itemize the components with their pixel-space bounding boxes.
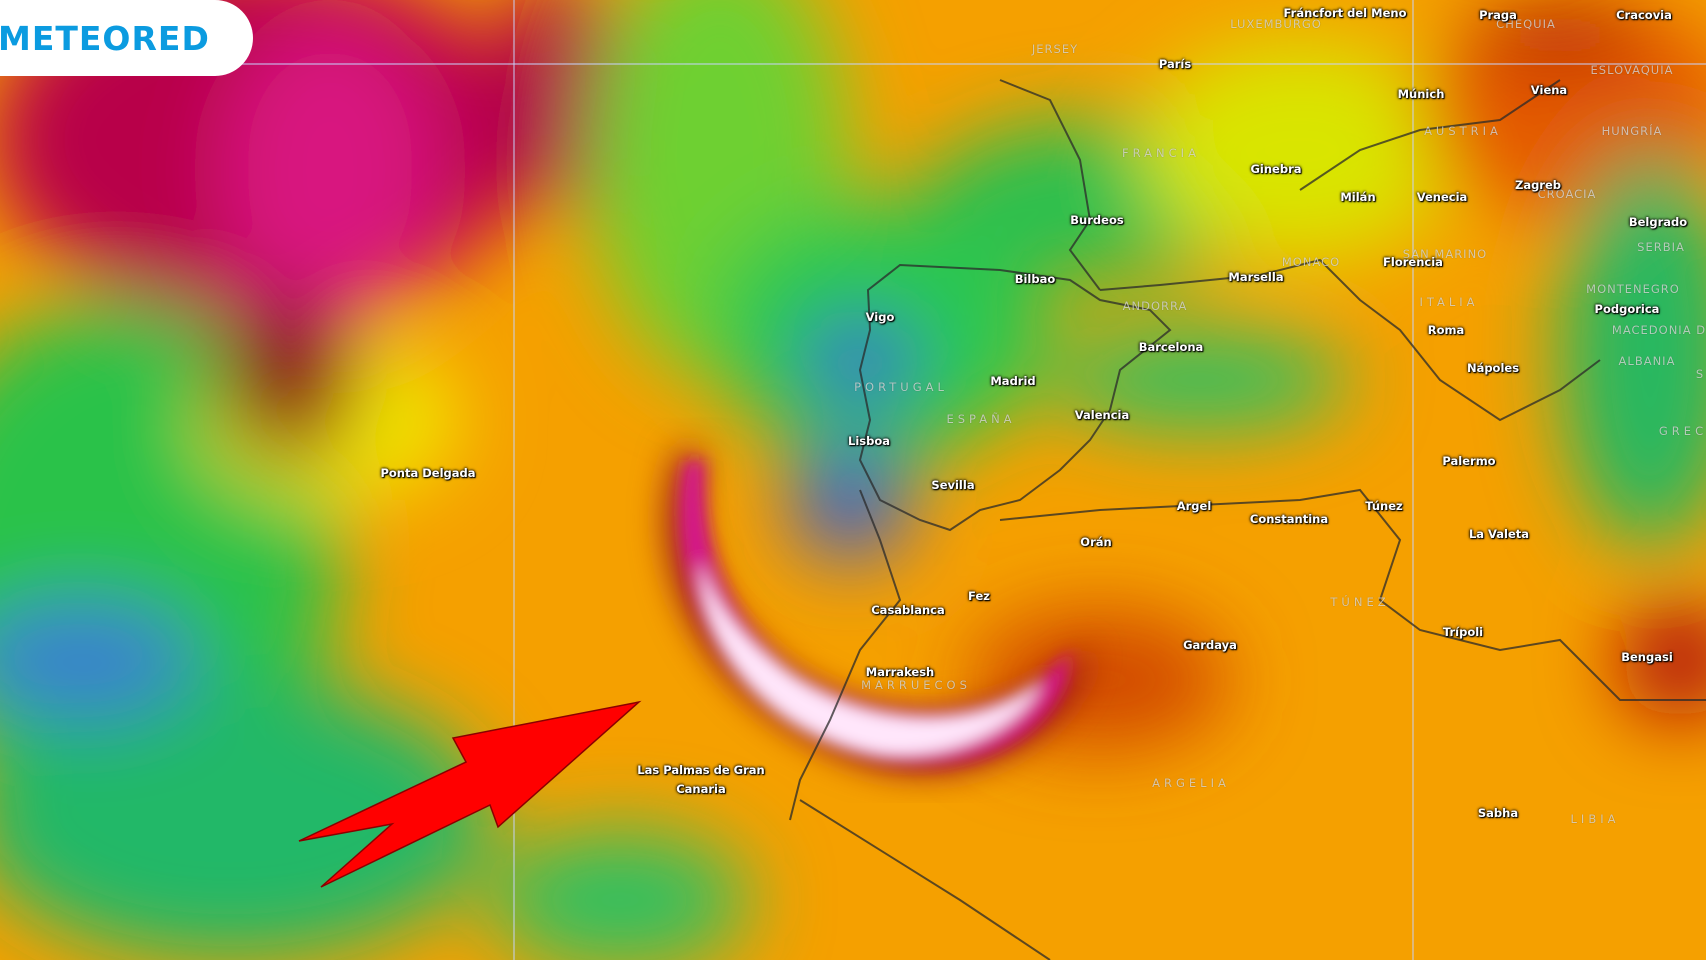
city-label[interactable]: Zagreb [1514,178,1562,192]
city-label[interactable]: París [1158,57,1192,71]
city-label[interactable]: Casablanca [871,603,945,617]
city-label[interactable]: Praga [1479,8,1517,22]
country-label: CHEQUIA [1496,17,1556,31]
city-label[interactable]: Trípoli [1442,625,1484,639]
city-label[interactable]: Cracovia [1616,8,1672,22]
city-label[interactable]: Múnich [1397,87,1445,101]
country-label: S [1695,367,1705,381]
city-label[interactable]: Argel [1176,499,1212,513]
country-label: MONTENEGRO [1586,282,1680,296]
city-label[interactable]: Ginebra [1250,162,1302,176]
country-label: TÚNEZ [1330,595,1390,609]
country-label: PORTUGAL [854,380,948,394]
city-label[interactable]: Podgorica [1594,302,1660,316]
city-label[interactable]: Marrakesh [865,665,935,679]
city-label[interactable]: Nápoles [1466,361,1520,375]
city-label[interactable]: Constantina [1249,512,1329,526]
city-label[interactable]: Túnez [1365,499,1403,513]
country-label: JERSEY [1031,42,1079,56]
city-label[interactable]: Fráncfort del Meno [1283,6,1407,20]
country-label: SAN MARINO [1402,247,1488,261]
city-label[interactable]: La Valeta [1468,527,1530,541]
city-label[interactable]: Canaria [676,782,726,796]
city-label[interactable]: Marsella [1228,270,1284,284]
city-label[interactable]: Viena [1530,83,1568,97]
red-arrow-icon [298,700,642,888]
city-label[interactable]: Belgrado [1628,215,1688,229]
country-label: AUSTRIA [1424,124,1502,138]
meteored-logo[interactable]: METEORED [0,0,253,76]
city-label[interactable]: Vigo [865,310,895,324]
city-label[interactable]: Bilbao [1014,272,1056,286]
city-label[interactable]: Fez [968,589,990,603]
country-label: ESLOVAQUIA [1590,63,1674,77]
country-label: MONACO [1281,255,1341,269]
country-label: ANDORRA [1122,299,1188,313]
country-label: HUNGRÍA [1601,124,1663,138]
city-label[interactable]: Ponta Delgada [380,466,476,480]
city-label[interactable]: Gardaya [1183,638,1237,652]
country-label: LIBIA [1570,812,1620,826]
city-label[interactable]: Roma [1427,323,1465,337]
city-label[interactable]: Milán [1340,190,1376,204]
city-label[interactable]: Orán [1080,535,1112,549]
city-label[interactable]: Sabha [1477,806,1519,820]
country-label: CROACIA [1537,187,1597,201]
country-label: FRANCIA [1122,146,1200,160]
city-label[interactable]: Sevilla [931,478,975,492]
city-label[interactable]: Florencia [1383,255,1443,269]
coastlines [789,79,1706,960]
city-label[interactable]: Venecia [1416,190,1468,204]
country-label: ARGELIA [1152,776,1230,790]
country-label: ESPAÑA [946,412,1016,426]
city-label[interactable]: Palermo [1442,454,1496,468]
country-label: ITALIA [1419,295,1479,309]
city-label[interactable]: Barcelona [1138,340,1204,354]
country-label: SERBIA [1637,240,1685,254]
country-label: MACEDONIA D [1611,323,1706,337]
city-label[interactable]: Lisboa [847,434,891,448]
city-label[interactable]: Valencia [1074,408,1130,422]
city-label[interactable]: Burdeos [1070,213,1124,227]
country-label: GREC [1658,424,1706,438]
city-label[interactable]: Las Palmas de Gran [637,763,765,777]
country-label: LUXEMBURGO [1230,17,1322,31]
city-label[interactable]: Madrid [990,374,1036,388]
city-label[interactable]: Bengasi [1621,650,1673,664]
country-label: ALBANIA [1618,354,1676,368]
country-label: MARRUECOS [861,678,971,692]
